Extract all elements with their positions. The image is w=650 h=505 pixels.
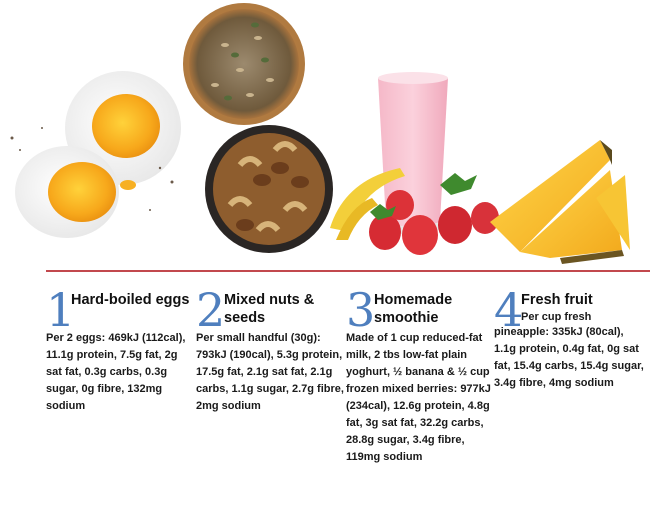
item-title: Homemade smoothie — [374, 292, 453, 326]
seeds-bowl — [183, 3, 305, 125]
item-nutrition: Per 2 eggs: 469kJ (112cal), 11.1g protei… — [46, 332, 186, 412]
section-divider — [46, 270, 650, 272]
item-nutrition: pineapple: 335kJ (80cal), 1.1g protein, … — [494, 326, 644, 389]
banana — [330, 168, 405, 240]
pineapple — [490, 140, 630, 264]
item-nutrition-lead: Per cup fresh — [521, 311, 592, 323]
food-illustration — [10, 3, 630, 264]
item-number: 2 — [196, 283, 226, 337]
item-nutrition: Made of 1 cup reduced-fat milk, 2 tbs lo… — [346, 332, 491, 463]
item-number: 3 — [346, 283, 376, 337]
item-title: Mixed nuts & seeds — [224, 292, 315, 326]
nuts-bowl — [205, 125, 333, 253]
item-number: 1 — [46, 283, 76, 337]
item-title: Fresh fruit — [521, 292, 593, 308]
eggs-photo — [10, 71, 181, 238]
item-nutrition: Per small handful (30g): 793kJ (190cal),… — [196, 332, 344, 412]
food-photos — [10, 3, 630, 264]
item-number: 4 — [494, 283, 524, 337]
strawberries — [369, 173, 499, 255]
item-title: Hard-boiled eggs — [71, 292, 190, 308]
